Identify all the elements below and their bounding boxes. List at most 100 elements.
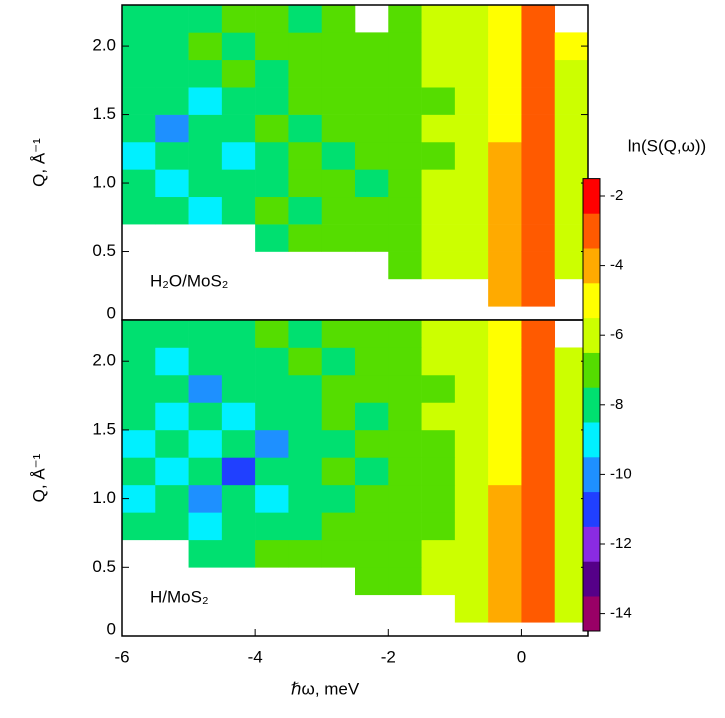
heatmap-cell (388, 402, 422, 431)
heatmap-cell (454, 196, 489, 225)
heatmap-cell (355, 402, 389, 431)
heatmap-cell (221, 169, 256, 198)
colorbar-tick-label: -6 (610, 326, 623, 343)
heatmap-cell (355, 457, 389, 486)
heatmap-cell (355, 484, 389, 513)
heatmap-cell (454, 224, 489, 252)
heatmap-cell (288, 5, 323, 33)
heatmap-cell (554, 114, 589, 143)
y-tick-label: 1.5 (92, 104, 116, 123)
heatmap-cell (454, 32, 489, 61)
heatmap-cell (155, 347, 189, 376)
heatmap-cell (388, 347, 422, 376)
heatmap-cell (388, 251, 422, 280)
heatmap-cell (188, 87, 223, 115)
heatmap-cell (188, 114, 223, 143)
heatmap-cell (521, 402, 556, 431)
heatmap-cell (122, 196, 156, 225)
heatmap-cell (155, 169, 189, 198)
heatmap-cell (488, 5, 522, 33)
heatmap-cell (388, 114, 422, 143)
y-tick-label: 0 (107, 619, 116, 638)
heatmap-cell (288, 114, 323, 143)
heatmap-cell (488, 87, 522, 115)
colorbar-band (583, 283, 600, 319)
heatmap-cell (155, 141, 189, 170)
heatmap-cell (221, 59, 256, 88)
heatmap-cell (288, 320, 323, 348)
heatmap-cell (355, 374, 389, 403)
heatmap-cell (288, 347, 323, 376)
x-axis-label: ℏω, meV (291, 679, 360, 698)
heatmap-cell (221, 141, 256, 170)
heatmap-cell (188, 169, 223, 198)
heatmap-cell (388, 32, 422, 61)
heatmap-cell (321, 512, 356, 541)
heatmap-cell (288, 59, 323, 88)
heatmap-cell (188, 196, 223, 225)
heatmap-cell (188, 484, 223, 513)
heatmap-cell (255, 402, 289, 431)
heatmap-cell (488, 114, 522, 143)
heatmap-cell (421, 59, 456, 88)
heatmap-cell (255, 512, 289, 541)
heatmap-cell (421, 512, 456, 541)
panel-label: H₂O/MoS₂ (150, 271, 228, 290)
heatmap-cell (155, 402, 189, 431)
heatmap-cell (255, 457, 289, 486)
heatmap-cell (388, 539, 422, 568)
heatmap-cell (454, 402, 489, 431)
y-tick-label: 1.0 (92, 488, 116, 507)
heatmap-cell (355, 169, 389, 198)
heatmap-cell (421, 567, 456, 596)
heatmap-cell (288, 402, 323, 431)
heatmap-cell (155, 196, 189, 225)
heatmap-cell (421, 114, 456, 143)
heatmap-cell (321, 196, 356, 225)
heatmap-cell (188, 512, 223, 541)
heatmap-cell (421, 484, 456, 513)
heatmap-cell (421, 457, 456, 486)
heatmap-cell (122, 87, 156, 115)
heatmap-cell (155, 484, 189, 513)
heatmap-cell (355, 224, 389, 252)
colorbar-band (583, 526, 600, 562)
heatmap-cell (421, 251, 456, 280)
colorbar-band (583, 387, 600, 423)
heatmap-cell (221, 457, 256, 486)
heatmap-cell (221, 32, 256, 61)
heatmap-cell (388, 5, 422, 33)
heatmap-cell (421, 347, 456, 376)
heatmap-cell (255, 347, 289, 376)
heatmap-cell (488, 402, 522, 431)
heatmap-cell (255, 87, 289, 115)
heatmap-cell (421, 320, 456, 348)
colorbar-tick-label: -10 (610, 465, 632, 482)
heatmap-cell (488, 512, 522, 541)
colorbar-band (583, 457, 600, 493)
heatmap-cell (288, 539, 323, 568)
heatmap-cell (155, 374, 189, 403)
heatmap-cell (188, 539, 223, 568)
x-tick-label: -4 (248, 647, 263, 666)
colorbar-label: ln(S(Q,ω)) (628, 136, 706, 155)
heatmap-cell (255, 320, 289, 348)
heatmap-cell (521, 141, 556, 170)
heatmap-cell (388, 87, 422, 115)
heatmap-cell (188, 374, 223, 403)
heatmap-cell (355, 141, 389, 170)
heatmap-cell (488, 567, 522, 596)
heatmap-cell (454, 429, 489, 458)
heatmap-cell (488, 141, 522, 170)
heatmap-cell (321, 374, 356, 403)
heatmap-cell (521, 224, 556, 252)
heatmap-cell (488, 347, 522, 376)
heatmap-cell (355, 59, 389, 88)
heatmap-cell (122, 429, 156, 458)
heatmap-cell (454, 567, 489, 596)
heatmap-cell (321, 169, 356, 198)
heatmap-cell (122, 512, 156, 541)
heatmap-cell (421, 196, 456, 225)
heatmap-cell (421, 224, 456, 252)
heatmap-cell (388, 512, 422, 541)
